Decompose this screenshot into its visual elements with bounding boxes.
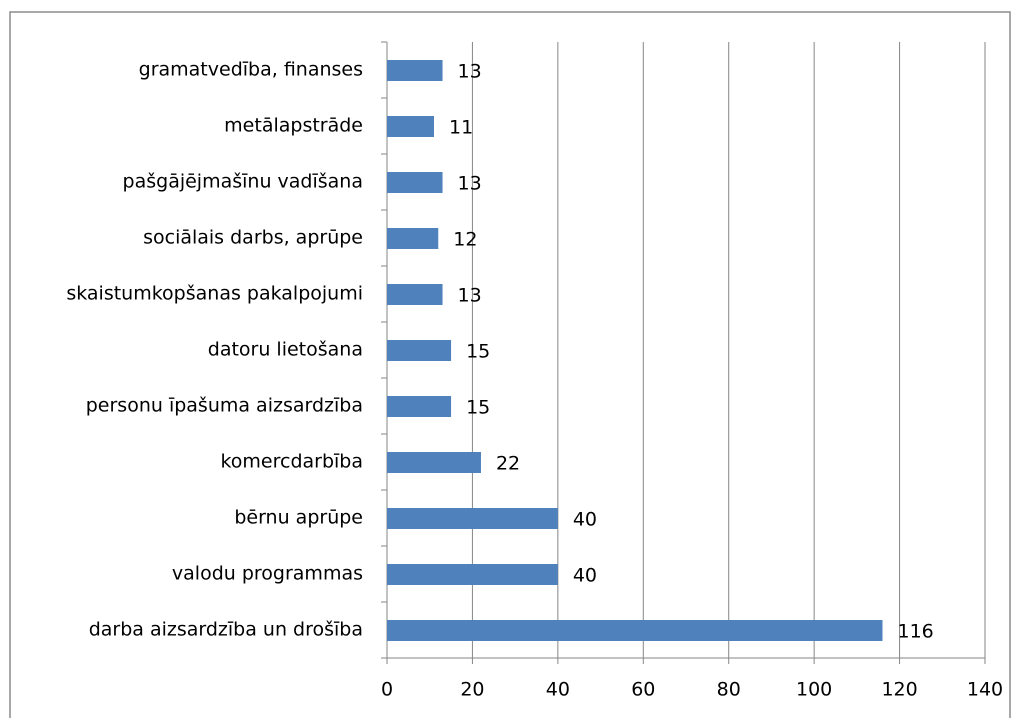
data-label: 13 xyxy=(458,173,482,195)
y-tick-label: valodu programmas xyxy=(172,563,363,585)
x-tick-label: 60 xyxy=(631,679,655,701)
data-label: 15 xyxy=(466,397,490,419)
y-tick-label: gramatvedība, finanses xyxy=(139,59,363,81)
y-tick-label: personu īpašuma aizsardzība xyxy=(86,395,363,417)
data-label: 13 xyxy=(458,61,482,83)
bar xyxy=(387,564,558,585)
y-tick-label: pašgājējmašīnu vadīšana xyxy=(123,171,363,193)
bar xyxy=(387,60,443,81)
data-label: 116 xyxy=(897,621,933,643)
bar xyxy=(387,508,558,529)
bar xyxy=(387,116,434,137)
data-label: 15 xyxy=(466,341,490,363)
x-tick-label: 40 xyxy=(546,679,570,701)
data-label: 12 xyxy=(453,229,477,251)
bar xyxy=(387,620,883,641)
x-tick-label: 80 xyxy=(717,679,741,701)
bar xyxy=(387,452,481,473)
x-tick-label: 120 xyxy=(881,679,917,701)
y-tick-label: komercdarbība xyxy=(220,451,363,473)
data-label: 40 xyxy=(573,565,597,587)
x-tick-label: 100 xyxy=(796,679,832,701)
y-tick-label: datoru lietošana xyxy=(208,339,363,361)
x-tick-label: 20 xyxy=(460,679,484,701)
chart-frame xyxy=(9,11,1011,718)
y-tick-label: darba aizsardzība un drošība xyxy=(89,619,363,641)
data-label: 40 xyxy=(573,509,597,531)
x-tick-label: 0 xyxy=(381,679,393,701)
bar xyxy=(387,396,452,417)
data-label: 22 xyxy=(496,453,520,475)
y-tick-label: sociālais darbs, aprūpe xyxy=(143,227,363,249)
bar xyxy=(387,284,443,305)
y-tick-label: metālapstrāde xyxy=(224,115,363,137)
bar xyxy=(387,228,439,249)
data-label: 13 xyxy=(458,285,482,307)
y-tick-label: skaistumkopšanas pakalpojumi xyxy=(66,283,363,305)
bar xyxy=(387,172,443,193)
data-label: 11 xyxy=(449,117,473,139)
x-tick-label: 140 xyxy=(967,679,1003,701)
y-tick-label: bērnu aprūpe xyxy=(234,507,363,529)
bar xyxy=(387,340,452,361)
